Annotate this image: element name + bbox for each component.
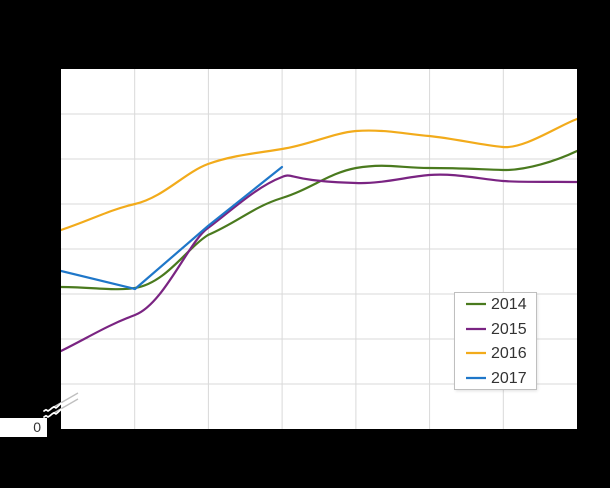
svg-text:2017: 2017	[491, 370, 527, 387]
svg-text:2014: 2014	[491, 296, 527, 313]
svg-text:2015: 2015	[491, 321, 527, 338]
svg-text:2016: 2016	[491, 345, 527, 362]
